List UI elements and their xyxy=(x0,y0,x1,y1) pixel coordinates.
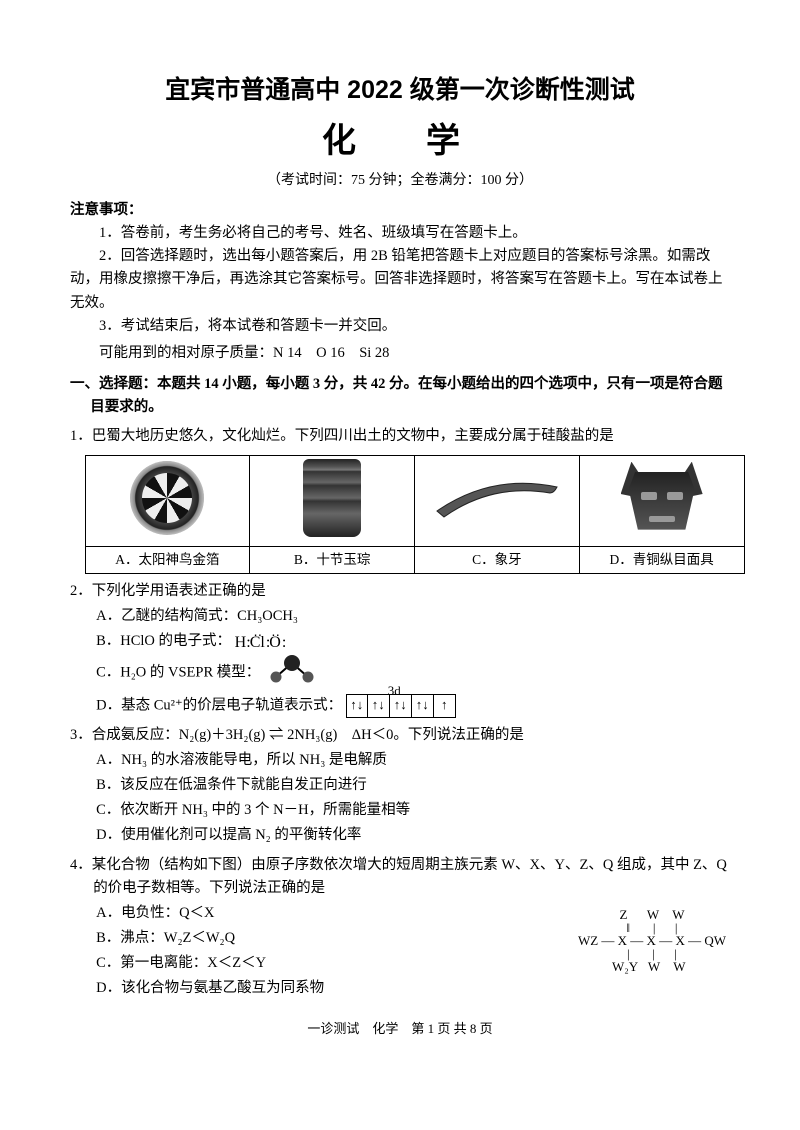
exam-title-line2: 化 学 xyxy=(70,114,730,168)
question-3: 3．合成氨反应：N₂(g)＋3H₂(g) ⇌ 2NH₃(g) ΔH＜0。下列说法… xyxy=(70,724,730,848)
question-2-stem: 2．下列化学用语表述正确的是 xyxy=(70,580,730,603)
q2-option-a-formula: CH₃OCH₃ xyxy=(237,608,298,624)
q1-option-a-label: A．太阳神鸟金箔 xyxy=(85,547,250,574)
q1-image-c xyxy=(415,455,580,547)
q2-option-c-text: C．H₂O 的 VSEPR 模型： xyxy=(96,665,260,681)
notice-heading: 注意事项： xyxy=(70,199,730,222)
q3-option-d: D．使用催化剂可以提高 N₂ 的平衡转化率 xyxy=(96,824,730,847)
question-3-stem: 3．合成氨反应：N₂(g)＋3H₂(g) ⇌ 2NH₃(g) ΔH＜0。下列说法… xyxy=(70,724,730,747)
q3-stem-post: 。下列说法正确的是 xyxy=(393,727,524,743)
q1-image-b xyxy=(250,455,415,547)
exam-title-line1: 宜宾市普通高中 2022 级第一次诊断性测试 xyxy=(70,70,730,110)
notice-block: 注意事项： 1．答卷前，考生务必将自己的考号、姓名、班级填写在答题卡上。 2．回… xyxy=(70,199,730,338)
q3-option-b: B．该反应在低温条件下就能自发正向进行 xyxy=(96,774,730,797)
q2-option-a: A．乙醚的结构简式：CH₃OCH₃ xyxy=(96,605,730,628)
q2-option-b: B．HClO 的电子式： H:‥Cl:‥O: xyxy=(96,630,730,653)
q1-option-b-label: B．十节玉琮 xyxy=(250,547,415,574)
sun-bird-gold-foil-icon xyxy=(130,461,204,535)
notice-item: 1．答卷前，考生务必将自己的考号、姓名、班级填写在答题卡上。 xyxy=(70,222,730,245)
bronze-mask-icon xyxy=(621,458,703,538)
jade-cong-icon xyxy=(303,459,361,537)
orbital-box: ↑↓ xyxy=(368,694,390,718)
question-1-stem: 1．巴蜀大地历史悠久，文化灿烂。下列四川出土的文物中，主要成分属于硅酸盐的是 xyxy=(70,425,730,448)
question-4: 4．某化合物（结构如下图）由原子序数依次增大的短周期主族元素 W、X、Y、Z、Q… xyxy=(70,854,730,1001)
q3-equation: N₂(g)＋3H₂(g) ⇌ 2NH₃(g) ΔH＜0 xyxy=(179,727,394,743)
q1-image-a xyxy=(85,455,250,547)
orbital-box: ↑↓ xyxy=(412,694,434,718)
vsepr-model-icon xyxy=(264,655,320,691)
q2-option-c: C．H₂O 的 VSEPR 模型： xyxy=(96,655,730,691)
question-1-option-table: A．太阳神鸟金箔 B．十节玉琮 C．象牙 D．青铜纵目面具 xyxy=(85,455,745,574)
q3-stem-pre: 3．合成氨反应： xyxy=(70,727,179,743)
orbital-box: ↑ xyxy=(434,694,456,718)
orbital-label: 3d xyxy=(388,681,401,702)
exam-page: 宜宾市普通高中 2022 级第一次诊断性测试 化 学 （考试时间：75 分钟；全… xyxy=(0,0,800,1069)
notice-item: 3．考试结束后，将本试卷和答题卡一并交回。 xyxy=(70,315,730,338)
question-2: 2．下列化学用语表述正确的是 A．乙醚的结构简式：CH₃OCH₃ B．HClO … xyxy=(70,580,730,718)
exam-subtitle: （考试时间：75 分钟；全卷满分：100 分） xyxy=(70,170,730,192)
q1-image-d xyxy=(579,455,744,547)
question-1: 1．巴蜀大地历史悠久，文化灿烂。下列四川出土的文物中，主要成分属于硅酸盐的是 xyxy=(70,425,730,573)
orbital-box: ↑↓ xyxy=(346,694,368,718)
q1-option-c-label: C．象牙 xyxy=(415,547,580,574)
q3-option-c: C．依次断开 NH₃ 中的 3 个 N－H，所需能量相等 xyxy=(96,799,730,822)
q4-option-d: D．该化合物与氨基乙酸互为同系物 xyxy=(96,977,730,1000)
q4-structure-diagram-icon: Z W W ‖ | | WZ — X — X — X — QW | | | W₂… xyxy=(578,906,726,975)
relative-atomic-mass: 可能用到的相对原子质量：N 14 O 16 Si 28 xyxy=(70,342,730,365)
notice-item: 2．回答选择题时，选出每小题答案后，用 2B 铅笔把答题卡上对应题目的答案标号涂… xyxy=(70,245,730,315)
lewis-structure-icon: H:‥Cl:‥O: xyxy=(235,633,285,651)
page-footer: 一诊测试 化学 第 1 页 共 8 页 xyxy=(70,1019,730,1040)
q2-option-a-text: A．乙醚的结构简式： xyxy=(96,608,237,624)
q2-option-d-text: D．基态 Cu²⁺的价层电子轨道表示式： xyxy=(96,697,342,713)
q2-option-d: D．基态 Cu²⁺的价层电子轨道表示式： 3d ↑↓ ↑↓ ↑↓ ↑↓ ↑ xyxy=(96,694,730,718)
q3-option-a: A．NH₃ 的水溶液能导电，所以 NH₃ 是电解质 xyxy=(96,749,730,772)
q1-option-d-label: D．青铜纵目面具 xyxy=(579,547,744,574)
question-4-stem: 4．某化合物（结构如下图）由原子序数依次增大的短周期主族元素 W、X、Y、Z、Q… xyxy=(70,854,730,900)
q2-option-b-text: B．HClO 的电子式： xyxy=(96,633,231,649)
ivory-tusk-icon xyxy=(432,473,562,523)
section-1-heading: 一、选择题：本题共 14 小题，每小题 3 分，共 42 分。在每小题给出的四个… xyxy=(90,373,730,419)
